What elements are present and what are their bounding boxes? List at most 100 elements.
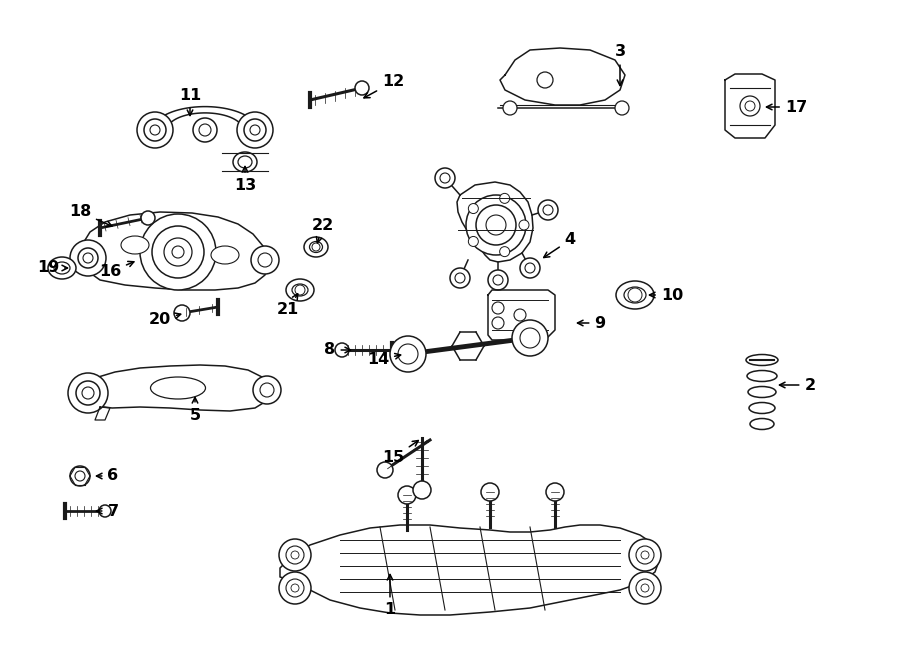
Ellipse shape: [748, 387, 776, 397]
Ellipse shape: [624, 287, 646, 303]
Circle shape: [253, 376, 281, 404]
Ellipse shape: [304, 237, 328, 257]
Circle shape: [468, 237, 478, 247]
Circle shape: [152, 226, 204, 278]
Circle shape: [68, 373, 108, 413]
Circle shape: [481, 483, 499, 501]
Circle shape: [295, 285, 305, 295]
Circle shape: [377, 462, 393, 478]
Circle shape: [503, 101, 517, 115]
Ellipse shape: [150, 377, 205, 399]
Ellipse shape: [286, 279, 314, 301]
Text: 13: 13: [234, 167, 256, 192]
Circle shape: [641, 551, 649, 559]
Circle shape: [500, 247, 509, 256]
Text: 14: 14: [367, 352, 400, 368]
Text: 11: 11: [179, 87, 201, 116]
Polygon shape: [488, 290, 555, 340]
Circle shape: [492, 302, 504, 314]
Circle shape: [70, 240, 106, 276]
Circle shape: [286, 546, 304, 564]
Circle shape: [258, 253, 272, 267]
Ellipse shape: [121, 236, 149, 254]
Circle shape: [740, 96, 760, 116]
Circle shape: [629, 572, 661, 604]
Circle shape: [237, 112, 273, 148]
Polygon shape: [78, 365, 270, 411]
Circle shape: [251, 246, 279, 274]
Circle shape: [514, 309, 526, 321]
Circle shape: [455, 273, 465, 283]
Ellipse shape: [211, 246, 239, 264]
Circle shape: [745, 101, 755, 111]
Circle shape: [291, 584, 299, 592]
Circle shape: [76, 381, 100, 405]
Circle shape: [99, 505, 111, 517]
Circle shape: [260, 383, 274, 397]
Circle shape: [82, 387, 94, 399]
Text: 5: 5: [189, 397, 201, 422]
Text: 12: 12: [364, 75, 404, 98]
Circle shape: [390, 336, 426, 372]
Circle shape: [75, 471, 85, 481]
Circle shape: [199, 124, 211, 136]
Circle shape: [279, 572, 311, 604]
Circle shape: [476, 205, 516, 245]
Polygon shape: [500, 48, 625, 105]
Circle shape: [519, 220, 529, 230]
Circle shape: [641, 584, 649, 592]
Circle shape: [398, 486, 416, 504]
Circle shape: [78, 248, 98, 268]
Text: 17: 17: [767, 100, 807, 114]
Text: 15: 15: [382, 440, 418, 465]
Text: 8: 8: [324, 342, 350, 358]
Circle shape: [335, 343, 349, 357]
Text: 16: 16: [99, 261, 134, 280]
Circle shape: [500, 194, 509, 204]
Circle shape: [486, 215, 506, 235]
Ellipse shape: [54, 262, 70, 274]
Text: 21: 21: [277, 294, 299, 317]
Circle shape: [355, 81, 369, 95]
Circle shape: [537, 72, 553, 88]
Circle shape: [629, 539, 661, 571]
Polygon shape: [95, 407, 110, 420]
Circle shape: [312, 243, 320, 251]
Circle shape: [615, 101, 629, 115]
Ellipse shape: [750, 418, 774, 430]
Circle shape: [468, 204, 478, 214]
Text: 6: 6: [96, 469, 119, 483]
Circle shape: [279, 539, 311, 571]
Text: 7: 7: [96, 504, 119, 518]
Polygon shape: [80, 212, 268, 290]
Circle shape: [520, 328, 540, 348]
Circle shape: [174, 305, 190, 321]
Circle shape: [512, 320, 548, 356]
Circle shape: [546, 483, 564, 501]
Circle shape: [286, 579, 304, 597]
Circle shape: [193, 118, 217, 142]
Polygon shape: [153, 106, 257, 130]
Text: 2: 2: [779, 377, 815, 393]
Circle shape: [244, 119, 266, 141]
Circle shape: [628, 288, 642, 302]
Circle shape: [488, 270, 508, 290]
Text: 18: 18: [69, 204, 112, 227]
Circle shape: [150, 125, 160, 135]
Circle shape: [466, 195, 526, 255]
Circle shape: [520, 258, 540, 278]
Text: 19: 19: [37, 260, 68, 276]
Text: 3: 3: [615, 44, 626, 85]
Ellipse shape: [48, 257, 76, 279]
Circle shape: [140, 214, 216, 290]
Ellipse shape: [746, 354, 778, 366]
Circle shape: [164, 238, 192, 266]
Circle shape: [70, 466, 90, 486]
Circle shape: [525, 263, 535, 273]
Circle shape: [450, 268, 470, 288]
Circle shape: [543, 205, 553, 215]
Circle shape: [172, 246, 184, 258]
Circle shape: [636, 546, 654, 564]
Ellipse shape: [616, 281, 654, 309]
Text: 22: 22: [312, 217, 334, 243]
